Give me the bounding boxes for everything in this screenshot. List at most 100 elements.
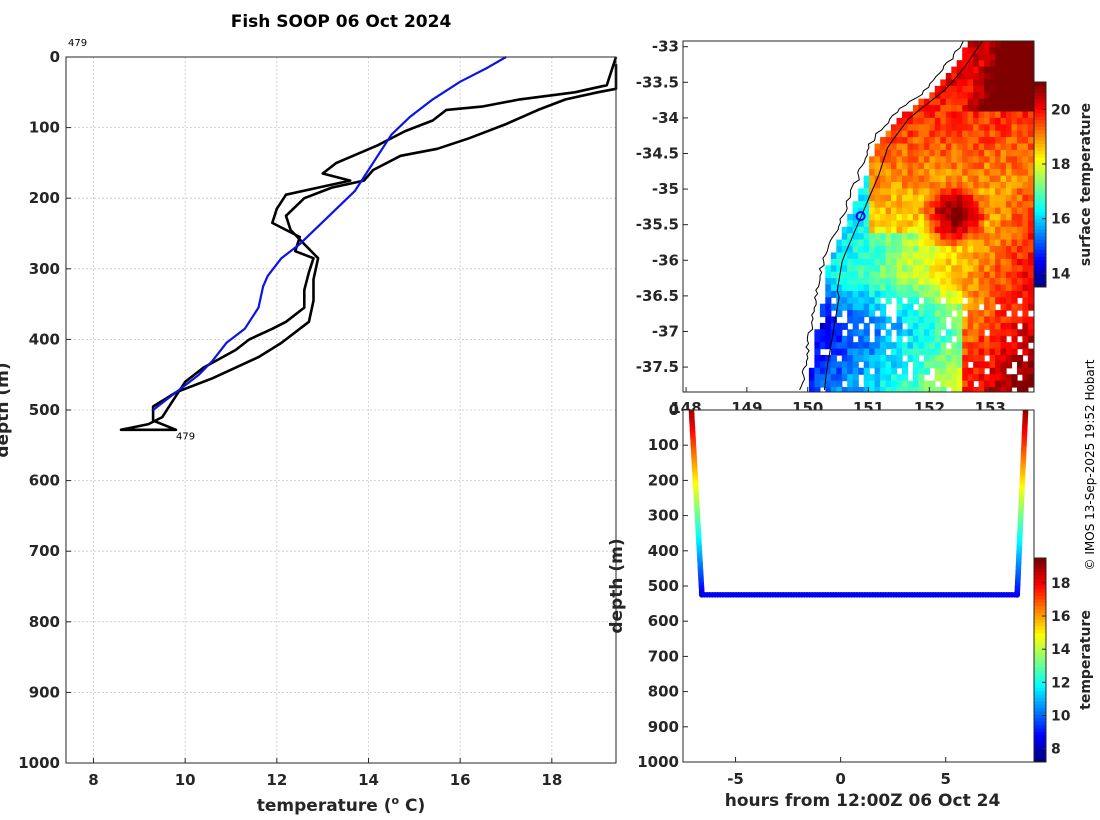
- sst-cell: [836, 387, 843, 392]
- sst-cell: [967, 226, 974, 234]
- sst-cell: [918, 124, 925, 132]
- sst-cell: [847, 374, 854, 382]
- sst-cell: [973, 143, 980, 151]
- sst-cell: [902, 169, 909, 177]
- sst-cell: [863, 278, 870, 286]
- sst-cell: [978, 182, 985, 189]
- sst-cell: [907, 246, 914, 253]
- sst-cell: [1027, 284, 1034, 292]
- sst-cell: [912, 130, 919, 138]
- sst-cell: [907, 117, 914, 125]
- sst-cell: [825, 265, 832, 273]
- sst-cell: [1027, 60, 1034, 68]
- sst-cell: [1011, 226, 1018, 234]
- sst-cell: [869, 252, 876, 260]
- sst-cell: [956, 214, 963, 221]
- sst-cell: [896, 220, 903, 228]
- sst-cell: [1006, 239, 1013, 247]
- sst-cell: [1027, 278, 1034, 286]
- sst-cell: [1011, 188, 1018, 196]
- sst-cell: [1017, 73, 1024, 80]
- sst-cell: [967, 201, 974, 209]
- sst-cell: [945, 169, 952, 177]
- sst-cell: [912, 367, 919, 375]
- sst-cell: [989, 207, 996, 215]
- sst-cell: [874, 149, 881, 157]
- sst-cell: [1006, 85, 1013, 93]
- sst-cell: [1011, 355, 1018, 362]
- sst-cell: [940, 149, 947, 157]
- sst-cell: [962, 194, 969, 202]
- sst-cell: [896, 149, 903, 157]
- sst-cell: [852, 329, 859, 337]
- sst-cell: [967, 41, 974, 48]
- sst-cell: [902, 207, 909, 215]
- sst-cell: [1027, 297, 1034, 305]
- sst-cell: [1006, 73, 1013, 80]
- sst-cell: [1022, 85, 1029, 93]
- sst-cell: [1006, 60, 1013, 68]
- sst-cell: [880, 246, 887, 253]
- sst-cell: [951, 342, 958, 350]
- sst-cell: [962, 85, 969, 93]
- sst-cell: [1022, 98, 1029, 106]
- sst-cell: [940, 194, 947, 202]
- sst-cell: [1039, 317, 1045, 324]
- sst-cell: [978, 85, 985, 93]
- sst-cell: [1022, 387, 1029, 392]
- sst-cell: [967, 258, 974, 266]
- sst-cell: [989, 201, 996, 209]
- sst-cell: [1000, 303, 1007, 311]
- sst-cell: [940, 143, 947, 151]
- sst-cell: [836, 310, 843, 318]
- sst-cell: [929, 156, 936, 164]
- sst-cell: [956, 316, 963, 324]
- plot-area: [66, 57, 616, 763]
- sst-cell: [907, 252, 914, 260]
- sst-cell: [825, 374, 832, 382]
- sst-cell: [1027, 258, 1034, 266]
- sst-cell: [847, 258, 854, 266]
- td-colorbar-step: [1034, 745, 1046, 749]
- sst-cell: [902, 201, 909, 209]
- sst-cell: [967, 105, 974, 113]
- sst-cell: [1022, 265, 1029, 273]
- sst-cell: [869, 175, 876, 183]
- sst-cell: [978, 367, 985, 375]
- sst-cell: [978, 207, 985, 215]
- sst-cell: [896, 310, 903, 318]
- credit-text: © IMOS 13-Sep-2025 19:52 Hobart: [1083, 359, 1097, 570]
- sst-cell: [945, 265, 952, 273]
- sst-cell: [874, 252, 881, 260]
- sst-cell: [847, 290, 854, 298]
- sst-cell: [1017, 60, 1024, 68]
- sst-cell: [902, 278, 909, 286]
- td-colorbar-step: [1034, 711, 1046, 715]
- sst-cell: [1022, 220, 1029, 228]
- sst-cell: [847, 316, 854, 324]
- td-colorbar-step: [1034, 714, 1046, 719]
- sst-cell: [984, 207, 991, 215]
- sst-cell: [1017, 214, 1024, 221]
- sst-cell: [891, 284, 898, 292]
- sst-cell: [962, 233, 969, 241]
- td-colorbar-step: [1034, 649, 1046, 654]
- sst-cell: [923, 265, 930, 273]
- sst-cell: [912, 387, 919, 392]
- sst-cell: [918, 322, 925, 330]
- sst-cell: [984, 220, 991, 228]
- td-point: [1022, 410, 1029, 413]
- colorbar-label: surface temperature: [1078, 103, 1094, 266]
- sst-cell: [912, 258, 919, 266]
- sst-cell: [1022, 335, 1029, 343]
- sst-cell: [1027, 175, 1034, 183]
- sst-cell: [978, 41, 985, 48]
- colorbar-step: [1034, 157, 1046, 162]
- sst-cell: [978, 111, 985, 119]
- sst-cell: [1006, 271, 1013, 279]
- sst-cell: [951, 111, 958, 119]
- sst-cell: [940, 214, 947, 221]
- sst-cell: [858, 214, 865, 221]
- sst-cell: [1027, 130, 1034, 138]
- sst-cell: [951, 117, 958, 125]
